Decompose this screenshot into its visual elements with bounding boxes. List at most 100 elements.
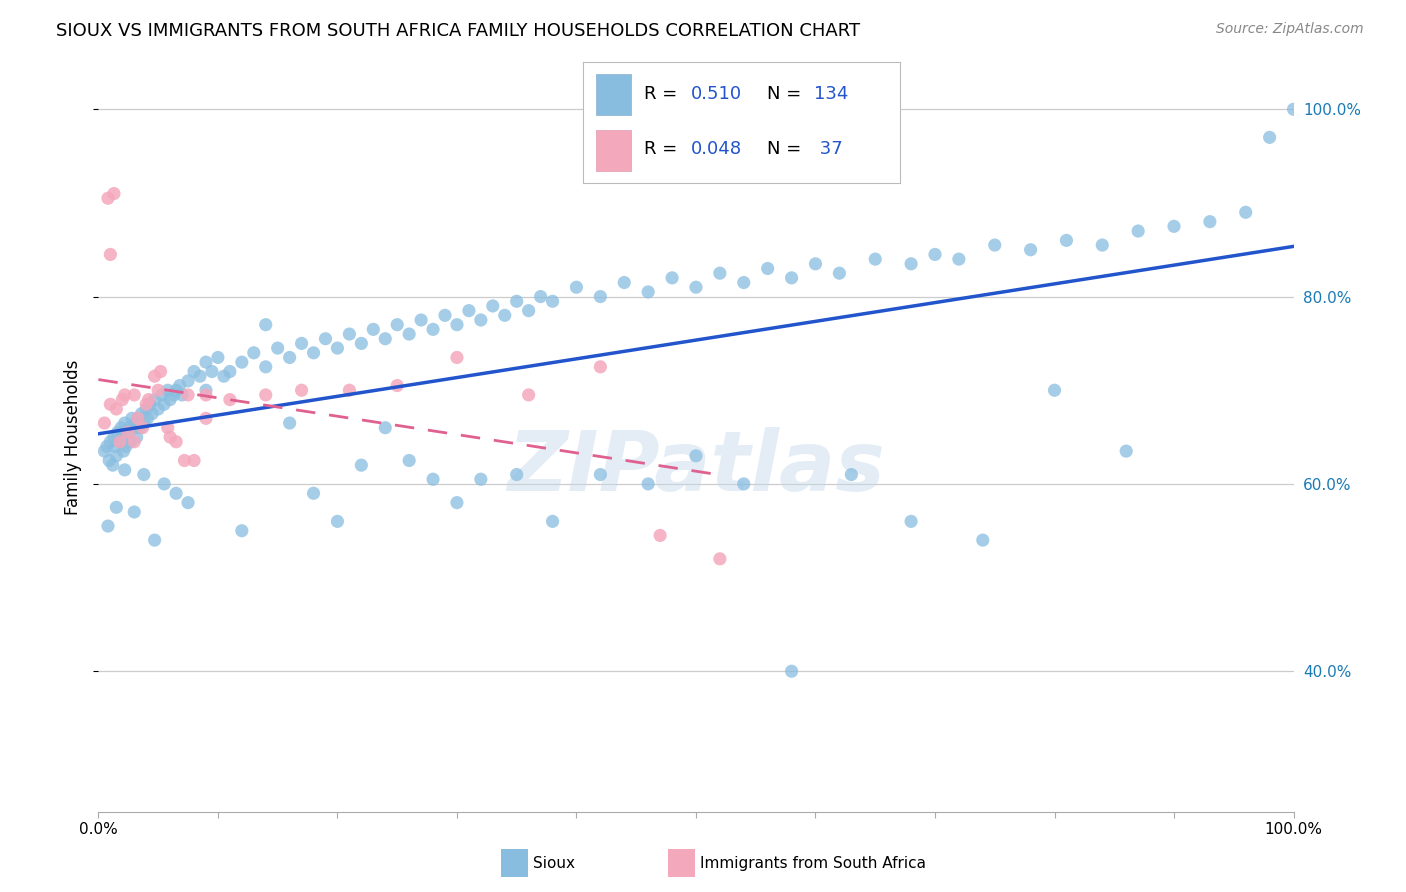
Point (97, 519, 120, 533)
Point (589, 289, 612, 303)
Text: SIOUX VS IMMIGRANTS FROM SOUTH AFRICA FAMILY HOUSEHOLDS CORRELATION CHART: SIOUX VS IMMIGRANTS FROM SOUTH AFRICA FA… (56, 22, 860, 40)
Point (219, 365, 242, 379)
Point (302, 346, 325, 360)
Point (110, 421, 132, 435)
Point (169, 378, 191, 392)
Point (172, 388, 194, 402)
Point (177, 496, 200, 510)
Point (291, 384, 314, 398)
Point (589, 359, 612, 374)
Point (127, 411, 149, 425)
Point (165, 486, 187, 500)
Point (350, 336, 373, 351)
Text: Source: ZipAtlas.com: Source: ZipAtlas.com (1216, 22, 1364, 37)
Point (398, 326, 420, 341)
Point (112, 444, 135, 458)
Point (446, 351, 468, 365)
Point (98, 453, 121, 467)
Text: R =: R = (644, 86, 682, 103)
Point (101, 458, 124, 473)
Point (506, 294, 529, 309)
Point (804, 257, 827, 271)
Point (733, 476, 755, 491)
Point (470, 313, 492, 327)
Point (96, 440, 118, 453)
Point (93, 416, 115, 430)
Point (165, 384, 187, 398)
Point (637, 285, 659, 299)
Point (188, 369, 211, 384)
Point (422, 322, 444, 336)
Point (517, 388, 540, 402)
Text: N =: N = (768, 139, 807, 158)
Point (315, 332, 337, 346)
Point (709, 266, 731, 280)
Point (153, 476, 176, 491)
Point (326, 341, 349, 355)
Point (136, 411, 159, 425)
Point (159, 392, 181, 407)
Point (841, 467, 863, 482)
Point (117, 425, 139, 440)
Point (541, 294, 564, 309)
Point (201, 365, 224, 379)
Point (363, 322, 385, 336)
Point (129, 421, 152, 435)
Point (1258, 130, 1281, 145)
Point (141, 407, 163, 421)
Point (458, 303, 481, 318)
Point (148, 384, 170, 398)
Point (398, 453, 420, 467)
Point (411, 313, 433, 327)
Point (177, 388, 200, 402)
Point (195, 384, 218, 398)
Point (153, 397, 176, 411)
Point (1043, 384, 1066, 398)
Point (103, 430, 125, 444)
Point (1128, 224, 1150, 238)
Point (254, 359, 277, 374)
Text: R =: R = (644, 139, 682, 158)
Point (494, 308, 516, 322)
Point (326, 514, 349, 528)
Point (108, 434, 131, 449)
Point (278, 351, 301, 365)
Point (302, 486, 325, 500)
Point (165, 434, 187, 449)
Point (159, 430, 181, 444)
Point (125, 430, 148, 444)
Point (291, 336, 314, 351)
Point (148, 401, 170, 416)
Point (685, 449, 707, 463)
Point (195, 411, 218, 425)
Point (138, 392, 160, 407)
Point (924, 247, 946, 261)
Point (105, 449, 128, 463)
Point (195, 355, 218, 369)
Point (517, 303, 540, 318)
Point (828, 266, 851, 280)
Point (613, 276, 636, 290)
Bar (668, 849, 696, 877)
Point (135, 397, 157, 411)
Point (506, 467, 529, 482)
Point (541, 514, 564, 528)
Point (661, 271, 683, 285)
Point (422, 472, 444, 486)
Point (948, 252, 970, 266)
Text: 134: 134 (814, 86, 849, 103)
Point (127, 411, 149, 425)
Point (984, 238, 1007, 252)
Point (212, 369, 235, 384)
Point (114, 463, 136, 477)
Point (114, 388, 136, 402)
Point (132, 416, 155, 430)
Y-axis label: Family Households: Family Households (65, 359, 83, 515)
Point (733, 276, 755, 290)
Point (156, 421, 179, 435)
Point (150, 388, 173, 402)
Bar (596, 130, 631, 171)
Point (131, 421, 153, 435)
Point (108, 434, 131, 449)
Point (163, 388, 186, 402)
